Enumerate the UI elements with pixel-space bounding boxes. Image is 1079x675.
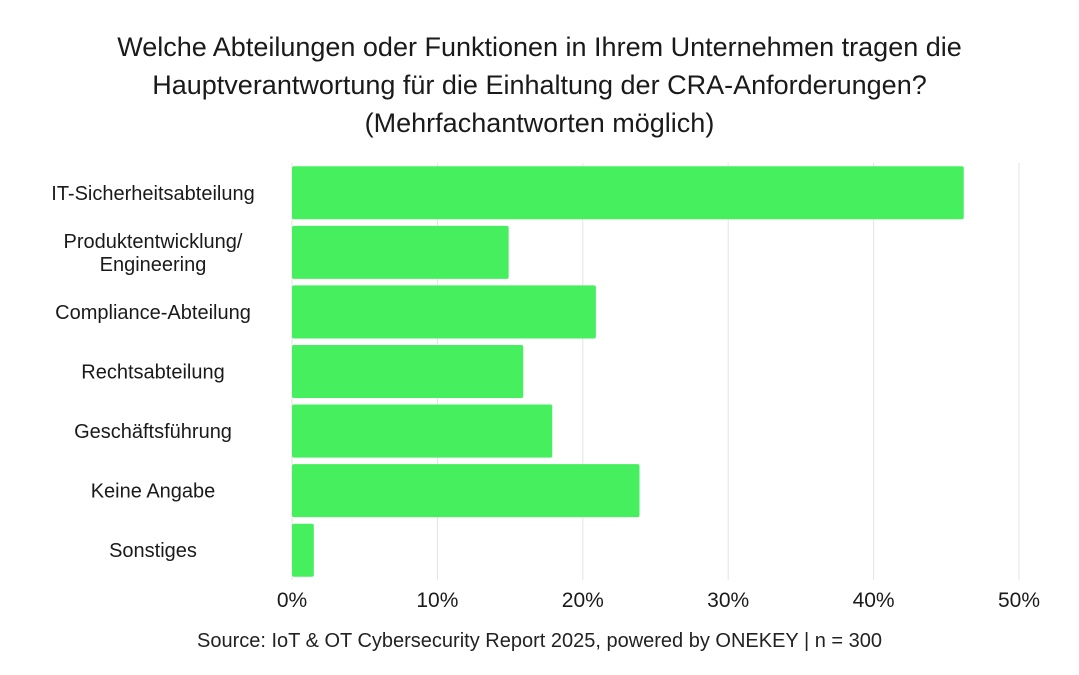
x-tick-label: 30% <box>707 589 749 612</box>
category-label: Keine Angabe <box>91 481 216 503</box>
category-label: Produktentwicklung/ <box>64 231 243 253</box>
chart-title-line-3: (Mehrfachantworten möglich) <box>364 108 715 138</box>
category-label: Compliance-Abteilung <box>55 302 251 324</box>
source-note: Source: IoT & OT Cybersecurity Report 20… <box>197 630 882 652</box>
category-label: Engineering <box>100 254 207 276</box>
chart-title-line-1: Welche Abteilungen oder Funktionen in Ih… <box>117 32 962 62</box>
category-label: Sonstiges <box>109 540 197 562</box>
x-tick-label: 10% <box>416 589 458 612</box>
x-tick-label: 40% <box>853 589 895 612</box>
chart-title: Welche Abteilungen oder Funktionen in Ih… <box>0 28 1079 142</box>
category-label: Rechtsabteilung <box>81 362 224 384</box>
x-tick-label: 0% <box>277 589 307 612</box>
bar <box>292 404 553 458</box>
category-label: Geschäftsführung <box>74 421 232 443</box>
x-tick-label: 50% <box>998 589 1040 612</box>
bar <box>292 464 640 518</box>
x-tick-label: 20% <box>562 589 604 612</box>
bar <box>292 166 964 220</box>
bar <box>292 225 509 279</box>
bar <box>292 285 596 339</box>
bar <box>292 523 314 577</box>
bar <box>292 344 524 399</box>
chart-title-line-2: Hauptverantwortung für die Einhaltung de… <box>152 70 927 100</box>
category-label: IT-Sicherheitsabteilung <box>51 183 254 205</box>
